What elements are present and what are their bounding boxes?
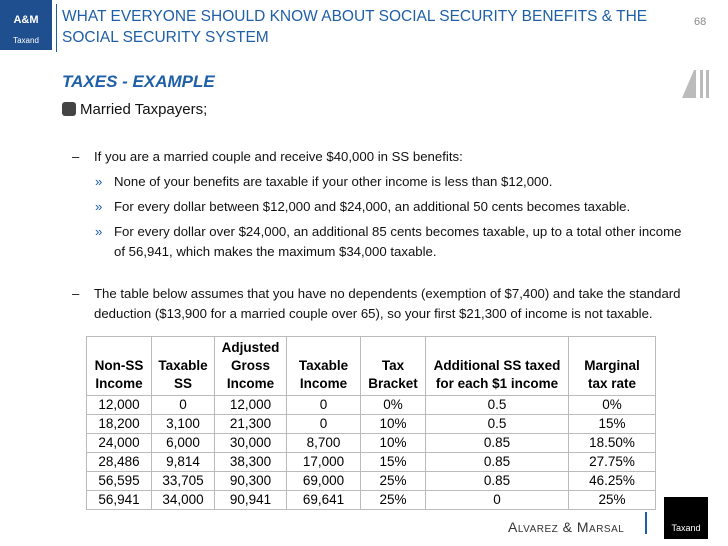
table-cell: 12,000 (86, 395, 152, 415)
header-line: Adjusted (221, 340, 280, 355)
footer-brand: Alvarez & Marsal (508, 519, 625, 535)
table-cell: 28,486 (86, 452, 152, 472)
header-cell: Taxable Income (286, 336, 361, 396)
table-cell: 69,641 (286, 490, 361, 510)
corner-logo (682, 70, 709, 98)
header-line: tax rate (587, 376, 637, 391)
table-cell: 15% (568, 414, 656, 434)
table-cell: 30,000 (214, 433, 287, 453)
table-cell: 0.5 (425, 414, 569, 434)
table-cell: 0 (151, 395, 215, 415)
header-line: Non-SS (94, 358, 144, 373)
table-cell: 8,700 (286, 433, 361, 453)
logo-top: A&M (13, 14, 39, 26)
header-cell: Marginal tax rate (568, 336, 656, 396)
table-cell: 0.5 (425, 395, 569, 415)
table-row: 56,941 34,000 90,941 69,641 25% 0 25% (86, 490, 656, 510)
header-cell: Adjusted Gross Income (214, 336, 287, 396)
table-cell: 0 (425, 490, 569, 510)
data-table: Non-SS Income Taxable SS Adjusted Gross Income… (86, 336, 656, 510)
table-cell: 38,300 (214, 452, 287, 472)
header-cell: Taxable SS (151, 336, 215, 396)
table-cell: 0 (286, 395, 361, 415)
subitem-text: None of your benefits are taxable if you… (114, 174, 553, 189)
table-cell: 56,595 (86, 471, 152, 491)
table-row: 12,000 0 12,000 0 0% 0.5 0% (86, 395, 656, 415)
table-cell: 0 (286, 414, 361, 434)
header-line: Tax (381, 358, 405, 373)
bullet: Married Taxpayers; (80, 101, 208, 118)
header-line: Gross (230, 358, 271, 373)
logo-bottom: Taxand (13, 36, 39, 45)
footer-logo-text: Taxand (671, 523, 701, 533)
table-cell: 24,000 (86, 433, 152, 453)
sub-marker: » (95, 199, 103, 214)
table-cell: 90,300 (214, 471, 287, 491)
table-cell: 9,814 (151, 452, 215, 472)
title-rule (56, 4, 57, 52)
table-cell: 46.25% (568, 471, 656, 491)
bullet-icon (62, 102, 76, 116)
sub-marker: » (95, 174, 103, 189)
header-cell: Additional SS taxed for each $1 income (425, 336, 569, 396)
header-line: Income (226, 376, 275, 391)
footer-rule (645, 512, 647, 534)
table-cell: 12,000 (214, 395, 287, 415)
table-cell: 10% (360, 414, 426, 434)
table-cell: 10% (360, 433, 426, 453)
dash: – (72, 286, 80, 301)
table-cell: 18.50% (568, 433, 656, 453)
table-cell: 0% (360, 395, 426, 415)
header-line: SS (173, 376, 192, 391)
subitem-text: For every dollar between $12,000 and $24… (114, 199, 631, 214)
subitem-text: For every dollar over $24,000, an additi… (114, 224, 682, 259)
table-cell: 18,200 (86, 414, 152, 434)
table-row: 56,595 33,705 90,300 69,000 25% 0.85 46.25% (86, 471, 656, 491)
table-cell: 15% (360, 452, 426, 472)
table-cell: 17,000 (286, 452, 361, 472)
table-cell: 25% (360, 490, 426, 510)
table-cell: 90,941 (214, 490, 287, 510)
table-cell: 0.85 (425, 452, 569, 472)
table-cell: 69,000 (286, 471, 361, 491)
table-row: 24,000 6,000 30,000 8,700 10% 0.85 18.50% (86, 433, 656, 453)
header-line: Taxable (158, 358, 208, 373)
table-cell: 21,300 (214, 414, 287, 434)
table-cell: 0.85 (425, 471, 569, 491)
header-line: Income (95, 376, 143, 391)
header-row: Non-SS Income Taxable SS Adjusted Gross Income… (86, 336, 656, 396)
table-cell: 0% (568, 395, 656, 415)
table-cell: 25% (360, 471, 426, 491)
table-cell: 3,100 (151, 414, 215, 434)
section-title: TAXES - EXAMPLE (62, 72, 215, 91)
table-cell: 27.75% (568, 452, 656, 472)
sub-marker: » (95, 224, 103, 239)
footer-logo: Taxand (664, 497, 708, 539)
table-cell: 0.85 (425, 433, 569, 453)
item-text: If you are a married couple and receive … (94, 149, 463, 164)
table-cell: 56,941 (86, 490, 152, 510)
header-line: Bracket (368, 376, 418, 391)
header-line: for each $1 income (435, 376, 559, 391)
table-cell: 33,705 (151, 471, 215, 491)
title: WHAT EVERYONE SHOULD KNOW ABOUT SOCIAL S… (62, 8, 648, 46)
header-line: Marginal (584, 358, 640, 373)
table-row: 18,200 3,100 21,300 0 10% 0.5 15% (86, 414, 656, 434)
dash: – (72, 149, 80, 164)
table-cell: 34,000 (151, 490, 215, 510)
table-cell: 6,000 (151, 433, 215, 453)
item-text: The table below assumes that you have no… (94, 286, 681, 321)
table-cell: 25% (568, 490, 656, 510)
header-line: Additional SS taxed (433, 358, 561, 373)
logo: A&M Taxand (0, 0, 52, 50)
page-number: 68 (694, 16, 707, 28)
header-line: Taxable (298, 358, 349, 373)
header-cell: Non-SS Income (86, 336, 152, 396)
header-cell: Tax Bracket (360, 336, 426, 396)
header-line: Income (299, 376, 348, 391)
table-row: 28,486 9,814 38,300 17,000 15% 0.85 27.75% (86, 452, 656, 472)
